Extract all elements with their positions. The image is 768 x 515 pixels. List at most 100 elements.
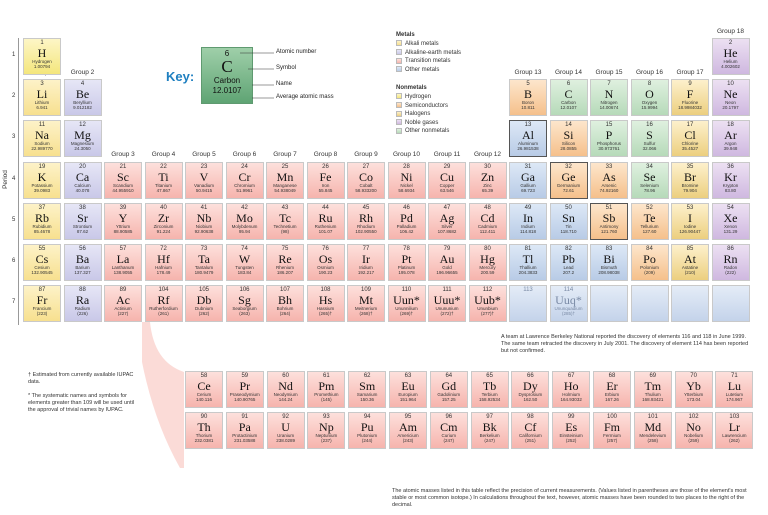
- element-cell-o[interactable]: 8 O Oxygen 15.9994: [630, 79, 669, 117]
- element-cell-se[interactable]: 34 Se Selenium 78.96: [630, 161, 669, 199]
- element-cell-ti[interactable]: 22 Ti Titanium 47.867: [144, 161, 183, 199]
- element-cell-tb[interactable]: 65 Tb Terbium 158.92534: [470, 371, 509, 408]
- element-cell-ne[interactable]: 10 Ne Neon 20.1797: [711, 79, 750, 117]
- element-cell-rn[interactable]: 86 Rn Radon (222): [711, 244, 750, 281]
- element-cell-w[interactable]: 74 W Tungsten 183.84: [225, 244, 264, 281]
- element-cell-ac[interactable]: 89 Ac Actinium (227): [104, 285, 142, 323]
- element-cell-ta[interactable]: 73 Ta Tantalum 180.9479: [185, 244, 223, 281]
- element-cell-hs[interactable]: 108 Hs Hassium (265)†: [306, 285, 345, 323]
- element-cell-ho[interactable]: 67 Ho Holmium 164.93032: [552, 371, 591, 408]
- element-cell-al[interactable]: 13 Al Aluminum 26.981538: [509, 120, 547, 158]
- element-cell-k[interactable]: 19 K Potassium 39.0983: [23, 161, 61, 199]
- element-cell-np[interactable]: 93 Np Neptunium (237): [307, 412, 346, 449]
- element-cell-am[interactable]: 95 Am Americium (243): [389, 412, 427, 449]
- element-cell-au[interactable]: 79 Au Gold 196.96655: [428, 244, 466, 281]
- element-cell-pr[interactable]: 59 Pr Praseodymium 140.90765: [225, 371, 264, 408]
- element-cell-pa[interactable]: 91 Pa Protactinium 231.03588: [225, 412, 264, 449]
- element-cell-na[interactable]: 11 Na Sodium 22.989770: [23, 120, 61, 158]
- element-cell-lr[interactable]: 103 Lr Lawrencium (262): [715, 412, 754, 449]
- element-cell-uub[interactable]: 112 Uub* Ununbium (277)†: [468, 285, 507, 323]
- element-cell-fr[interactable]: 87 Fr Francium (223): [23, 285, 61, 323]
- element-cell-fe[interactable]: 26 Fe Iron 55.845: [306, 161, 345, 199]
- element-cell-tm[interactable]: 69 Tm Thulium 168.93421: [633, 371, 672, 408]
- element-cell-rh[interactable]: 45 Rh Rhodium 102.90550: [347, 202, 385, 240]
- element-cell-sb[interactable]: 51 Sb Antimony 121.760: [590, 202, 628, 240]
- element-cell-cm[interactable]: 96 Cm Curium (247): [429, 412, 468, 449]
- element-cell-la[interactable]: 57 La Lanthanum 138.9055: [104, 244, 142, 281]
- element-cell-cr[interactable]: 24 Cr Chromium 51.9961: [225, 161, 264, 199]
- element-cell-i[interactable]: 53 I Iodine 126.90447: [671, 202, 709, 240]
- element-cell-p[interactable]: 15 P Phosphorus 30.973761: [590, 120, 628, 158]
- element-cell-kr[interactable]: 36 Kr Krypton 83.80: [711, 161, 750, 199]
- element-cell-yb[interactable]: 70 Yb Ytterbium 173.04: [674, 371, 713, 408]
- element-cell-uuu[interactable]: 111 Uuu* Unununium (272)†: [428, 285, 466, 323]
- element-cell-sc[interactable]: 21 Sc Scandium 44.955910: [104, 161, 142, 199]
- element-cell-cd[interactable]: 48 Cd Cadmium 112.411: [468, 202, 507, 240]
- element-cell-nd[interactable]: 60 Nd Neodymium 144.24: [266, 371, 305, 408]
- element-cell-dy[interactable]: 66 Dy Dysprosium 162.50: [511, 371, 550, 408]
- element-cell-co[interactable]: 27 Co Cobalt 58.933200: [347, 161, 385, 199]
- element-cell-v[interactable]: 23 V Vanadium 50.9415: [185, 161, 223, 199]
- element-cell-empty[interactable]: [590, 285, 628, 323]
- element-cell-mt[interactable]: 109 Mt Meitnerium (268)†: [347, 285, 385, 323]
- element-cell-b[interactable]: 5 B Boron 10.811: [509, 79, 547, 117]
- element-cell-cu[interactable]: 29 Cu Copper 63.546: [428, 161, 466, 199]
- element-cell-mn[interactable]: 25 Mn Manganese 54.938049: [266, 161, 304, 199]
- element-cell-th[interactable]: 90 Th Thorium 232.0381: [185, 412, 223, 449]
- element-cell-es[interactable]: 99 Es Einsteinium (252): [552, 412, 591, 449]
- element-cell-te[interactable]: 52 Te Tellurium 127.60: [630, 202, 669, 240]
- element-cell-empty[interactable]: [671, 285, 709, 323]
- element-cell-as[interactable]: 33 As Arsenic 74.92160: [590, 161, 628, 199]
- element-cell-ge[interactable]: 32 Ge Germanium 72.61: [549, 161, 588, 199]
- element-cell-fm[interactable]: 100 Fm Fermium (257): [593, 412, 631, 449]
- element-cell-ra[interactable]: 88 Ra Radium (226): [63, 285, 102, 323]
- element-cell-br[interactable]: 35 Br Bromine 79.904: [671, 161, 709, 199]
- element-cell-in[interactable]: 49 In Indium 114.818: [509, 202, 547, 240]
- element-cell-li[interactable]: 3 Li Lithium 6.941: [23, 79, 61, 117]
- element-cell-empty[interactable]: [711, 285, 750, 323]
- element-cell-db[interactable]: 105 Db Dubnium (262): [185, 285, 223, 323]
- element-cell-n[interactable]: 7 N Nitrogen 14.00674: [590, 79, 628, 117]
- element-cell-zr[interactable]: 40 Zr Zirconium 91.224: [144, 202, 183, 240]
- element-cell-xe[interactable]: 54 Xe Xenon 131.29: [711, 202, 750, 240]
- element-cell-rb[interactable]: 37 Rb Rubidium 85.4678: [23, 202, 61, 240]
- element-cell-pt[interactable]: 78 Pt Platinum 195.078: [387, 244, 426, 281]
- element-cell-f[interactable]: 9 F Fluorine 18.9984032: [671, 79, 709, 117]
- element-cell-bi[interactable]: 83 Bi Bismuth 208.98038: [590, 244, 628, 281]
- element-cell-tc[interactable]: 43 Tc Technetium (98): [266, 202, 304, 240]
- element-cell-ru[interactable]: 44 Ru Ruthenium 101.07: [306, 202, 345, 240]
- element-cell-sg[interactable]: 106 Sg Seaborgium (263): [225, 285, 264, 323]
- element-cell-ba[interactable]: 56 Ba Barium 137.327: [63, 244, 102, 281]
- element-cell-lu[interactable]: 71 Lu Lutetium 174.967: [715, 371, 754, 408]
- element-cell-si[interactable]: 14 Si Silicon 28.0855: [549, 120, 588, 158]
- element-cell-cl[interactable]: 17 Cl Chlorine 35.4527: [671, 120, 709, 158]
- element-cell-md[interactable]: 101 Md Mendelevium (258): [633, 412, 672, 449]
- element-cell-re[interactable]: 75 Re Rhenium 186.207: [266, 244, 304, 281]
- element-cell-be[interactable]: 4 Be Beryllium 9.012182: [63, 79, 102, 117]
- element-cell-u[interactable]: 92 U Uranium 238.0289: [266, 412, 305, 449]
- element-cell-sm[interactable]: 62 Sm Samarium 150.36: [348, 371, 387, 408]
- element-cell-hg[interactable]: 80 Hg Mercury 200.59: [468, 244, 507, 281]
- element-cell-uuq[interactable]: 114 Uuq* Ununquadium (285)†: [549, 285, 588, 323]
- element-cell-ca[interactable]: 20 Ca Calcium 40.078: [63, 161, 102, 199]
- element-cell-pm[interactable]: 61 Pm Promethium (145): [307, 371, 346, 408]
- element-cell-empty[interactable]: 113: [509, 285, 547, 323]
- element-cell-hf[interactable]: 72 Hf Hafnium 178.49: [144, 244, 183, 281]
- element-cell-tl[interactable]: 81 Tl Thallium 204.3833: [509, 244, 547, 281]
- element-cell-y[interactable]: 39 Y Yttrium 88.90585: [104, 202, 142, 240]
- element-cell-bh[interactable]: 107 Bh Bohrium (264): [266, 285, 304, 323]
- element-cell-mg[interactable]: 12 Mg Magnesium 24.3050: [63, 120, 102, 158]
- element-cell-ag[interactable]: 47 Ag Silver 107.8682: [428, 202, 466, 240]
- element-cell-eu[interactable]: 63 Eu Europium 151.964: [389, 371, 427, 408]
- element-cell-uun[interactable]: 110 Uun* Ununnilium (269)†: [387, 285, 426, 323]
- element-cell-ce[interactable]: 58 Ce Cerium 140.116: [185, 371, 223, 408]
- element-cell-sr[interactable]: 38 Sr Strontium 87.62: [63, 202, 102, 240]
- element-cell-cf[interactable]: 98 Cf Californium (251): [511, 412, 550, 449]
- element-cell-bk[interactable]: 97 Bk Berkelium (247): [470, 412, 509, 449]
- element-cell-s[interactable]: 16 S Sulfur 32.066: [630, 120, 669, 158]
- element-cell-pb[interactable]: 82 Pb Lead 207.2: [549, 244, 588, 281]
- element-cell-ir[interactable]: 77 Ir Iridium 192.217: [347, 244, 385, 281]
- element-cell-cs[interactable]: 55 Cs Cesium 132.90545: [23, 244, 61, 281]
- element-cell-no[interactable]: 102 No Nobelium (259): [674, 412, 713, 449]
- element-cell-h[interactable]: 1 H Hydrogen 1.00794: [23, 38, 61, 75]
